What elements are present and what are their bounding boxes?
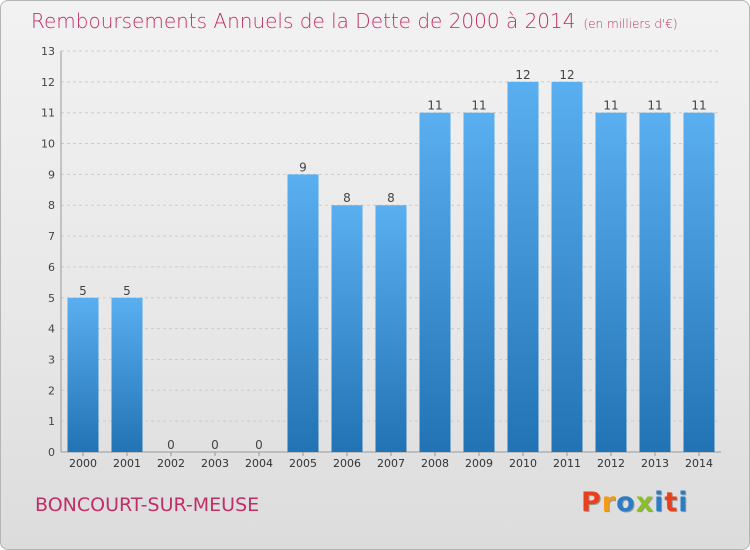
x-tick-label: 2006 [333, 457, 361, 470]
bar-2006 [331, 205, 363, 452]
y-tick-label: 2 [48, 384, 55, 397]
bar-value-label: 9 [299, 160, 307, 174]
bar-value-label: 8 [387, 191, 395, 205]
y-tick-label: 8 [48, 199, 55, 212]
x-tick-label: 2012 [597, 457, 625, 470]
y-tick-label: 3 [48, 353, 55, 366]
chart-unit: (en milliers d'€) [583, 17, 678, 31]
x-tick-label: 2010 [509, 457, 537, 470]
bar-value-label: 5 [79, 284, 87, 298]
brand-letter: P [581, 487, 602, 518]
x-tick-label: 2008 [421, 457, 449, 470]
y-tick-label: 7 [48, 230, 55, 243]
bar-value-label: 12 [515, 68, 530, 82]
bar-2001 [111, 297, 143, 452]
y-tick-label: 6 [48, 261, 55, 274]
y-tick-label: 0 [48, 446, 55, 459]
brand-letter: i [654, 487, 665, 518]
brand-letter: o [616, 487, 636, 518]
bar-2007 [375, 205, 407, 452]
x-tick-label: 2003 [201, 457, 229, 470]
bar-value-label: 11 [427, 99, 442, 113]
bar-value-label: 8 [343, 191, 351, 205]
brand-letter: x [635, 487, 655, 518]
x-tick-label: 2009 [465, 457, 493, 470]
brand-letter: r [601, 487, 617, 518]
bar-value-label: 5 [123, 284, 131, 298]
bar-2013 [639, 112, 671, 452]
y-tick-label: 10 [41, 138, 55, 151]
x-tick-label: 2011 [553, 457, 581, 470]
y-tick-label: 11 [41, 107, 55, 120]
y-tick-label: 1 [48, 415, 55, 428]
chart-title-text: Remboursements Annuels de la Dette de 20… [31, 9, 576, 33]
y-tick-label: 5 [48, 292, 55, 305]
bar-value-label: 0 [167, 438, 175, 452]
bar-value-label: 11 [471, 99, 486, 113]
bar-2008 [419, 112, 451, 452]
x-tick-label: 2001 [113, 457, 141, 470]
chart-title: Remboursements Annuels de la Dette de 20… [31, 9, 678, 33]
x-tick-label: 2005 [289, 457, 317, 470]
bar-value-label: 11 [603, 99, 618, 113]
x-tick-label: 2007 [377, 457, 405, 470]
bar-2010 [507, 81, 539, 452]
y-tick-label: 13 [41, 45, 55, 58]
bar-2011 [551, 81, 583, 452]
brand-letter: t [664, 487, 679, 518]
bar-value-label: 11 [691, 99, 706, 113]
brand-letter: i [678, 487, 689, 518]
bar-2000 [67, 297, 99, 452]
x-tick-label: 2004 [245, 457, 273, 470]
y-tick-label: 9 [48, 168, 55, 181]
bar-value-label: 0 [211, 438, 219, 452]
y-tick-label: 4 [48, 323, 55, 336]
commune-name: BONCOURT-SUR-MEUSE [35, 494, 260, 516]
x-tick-label: 2002 [157, 457, 185, 470]
bar-2009 [463, 112, 495, 452]
bar-value-label: 11 [647, 99, 662, 113]
bar-2014 [683, 112, 715, 452]
bar-2012 [595, 112, 627, 452]
x-tick-label: 2013 [641, 457, 669, 470]
y-tick-label: 12 [41, 76, 55, 89]
bar-value-label: 12 [559, 68, 574, 82]
x-tick-label: 2000 [69, 457, 97, 470]
x-tick-label: 2014 [685, 457, 713, 470]
bar-2005 [287, 174, 319, 452]
bar-value-label: 0 [255, 438, 263, 452]
